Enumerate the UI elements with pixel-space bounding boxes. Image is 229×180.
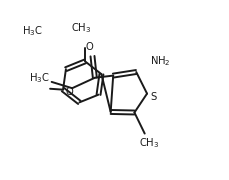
Text: H$_3$C: H$_3$C (22, 24, 43, 37)
Text: NH$_2$: NH$_2$ (150, 55, 170, 68)
Text: O: O (65, 87, 73, 97)
Text: CH$_3$: CH$_3$ (70, 21, 91, 35)
Text: H$_3$C: H$_3$C (29, 71, 50, 85)
Text: S: S (150, 92, 156, 102)
Text: CH$_3$: CH$_3$ (138, 136, 158, 150)
Text: O: O (85, 42, 92, 52)
